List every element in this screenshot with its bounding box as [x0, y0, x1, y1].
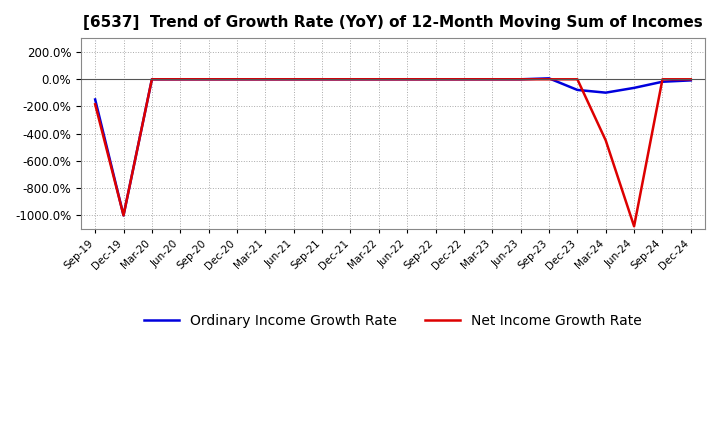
Net Income Growth Rate	[204, 77, 213, 82]
Net Income Growth Rate	[91, 102, 99, 107]
Net Income Growth Rate	[573, 77, 582, 82]
Ordinary Income Growth Rate	[601, 90, 610, 95]
Ordinary Income Growth Rate	[289, 77, 298, 82]
Ordinary Income Growth Rate	[346, 77, 355, 82]
Ordinary Income Growth Rate	[516, 77, 525, 82]
Net Income Growth Rate	[544, 77, 553, 82]
Ordinary Income Growth Rate	[630, 85, 639, 91]
Ordinary Income Growth Rate	[148, 77, 156, 82]
Ordinary Income Growth Rate	[658, 79, 667, 84]
Net Income Growth Rate	[488, 77, 497, 82]
Ordinary Income Growth Rate	[261, 77, 270, 82]
Net Income Growth Rate	[261, 77, 270, 82]
Net Income Growth Rate	[289, 77, 298, 82]
Ordinary Income Growth Rate	[120, 213, 128, 218]
Ordinary Income Growth Rate	[488, 77, 497, 82]
Net Income Growth Rate	[120, 213, 128, 218]
Title: [6537]  Trend of Growth Rate (YoY) of 12-Month Moving Sum of Incomes: [6537] Trend of Growth Rate (YoY) of 12-…	[83, 15, 703, 30]
Net Income Growth Rate	[686, 77, 695, 82]
Line: Net Income Growth Rate: Net Income Growth Rate	[95, 79, 690, 226]
Net Income Growth Rate	[601, 138, 610, 143]
Net Income Growth Rate	[148, 77, 156, 82]
Ordinary Income Growth Rate	[233, 77, 241, 82]
Ordinary Income Growth Rate	[374, 77, 383, 82]
Ordinary Income Growth Rate	[91, 97, 99, 102]
Net Income Growth Rate	[630, 224, 639, 229]
Ordinary Income Growth Rate	[686, 78, 695, 83]
Ordinary Income Growth Rate	[544, 76, 553, 81]
Net Income Growth Rate	[176, 77, 184, 82]
Ordinary Income Growth Rate	[573, 87, 582, 92]
Net Income Growth Rate	[431, 77, 440, 82]
Ordinary Income Growth Rate	[459, 77, 468, 82]
Net Income Growth Rate	[318, 77, 326, 82]
Legend: Ordinary Income Growth Rate, Net Income Growth Rate: Ordinary Income Growth Rate, Net Income …	[139, 308, 647, 334]
Net Income Growth Rate	[374, 77, 383, 82]
Ordinary Income Growth Rate	[176, 77, 184, 82]
Ordinary Income Growth Rate	[318, 77, 326, 82]
Net Income Growth Rate	[233, 77, 241, 82]
Net Income Growth Rate	[516, 77, 525, 82]
Ordinary Income Growth Rate	[403, 77, 412, 82]
Line: Ordinary Income Growth Rate: Ordinary Income Growth Rate	[95, 78, 690, 215]
Net Income Growth Rate	[459, 77, 468, 82]
Ordinary Income Growth Rate	[204, 77, 213, 82]
Net Income Growth Rate	[346, 77, 355, 82]
Net Income Growth Rate	[403, 77, 412, 82]
Net Income Growth Rate	[658, 77, 667, 82]
Ordinary Income Growth Rate	[431, 77, 440, 82]
